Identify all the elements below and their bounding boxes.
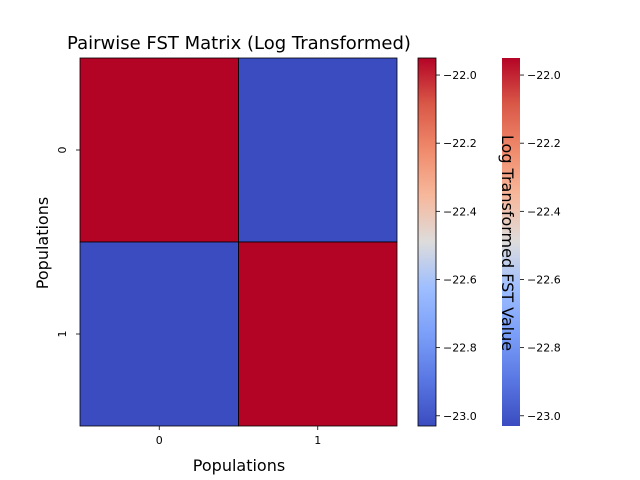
y-axis-label: Populations bbox=[33, 197, 52, 289]
y-axis-ticks: 01 bbox=[56, 147, 80, 338]
colorbar-tick-label: −22.0 bbox=[527, 69, 561, 82]
y-tick-label: 0 bbox=[56, 147, 69, 154]
colorbar-tick-label: −22.8 bbox=[527, 342, 561, 355]
heatmap-cell bbox=[79, 57, 239, 243]
colorbar-tick-label: −22.8 bbox=[443, 342, 477, 355]
x-axis-label: Populations bbox=[193, 456, 285, 475]
colorbar-tick-label: −23.0 bbox=[527, 410, 561, 423]
colorbar-inner: −22.0 −22.2 −22.4 −22.6 −22.8 −23.0 bbox=[417, 57, 477, 427]
colorbar-tick-label: −22.2 bbox=[443, 137, 477, 150]
colorbar-tick-label: −22.0 bbox=[443, 69, 477, 82]
colorbar-outer: −22.0 −22.2 −22.4 −22.6 −22.8 −23.0 bbox=[502, 58, 561, 426]
colorbar-tick-label: −22.2 bbox=[527, 137, 561, 150]
colorbar-tick-label: −23.0 bbox=[443, 410, 477, 423]
colorbar-gradient bbox=[417, 57, 437, 427]
colorbar-tick-label: −22.6 bbox=[527, 273, 561, 286]
heatmap-cell bbox=[238, 57, 398, 243]
x-tick-label: 0 bbox=[156, 434, 163, 447]
x-tick-label: 1 bbox=[314, 434, 321, 447]
chart-title: Pairwise FST Matrix (Log Transformed) bbox=[67, 33, 411, 54]
colorbar-tick-label: −22.6 bbox=[443, 273, 477, 286]
colorbar-label: Log Transformed FST Value bbox=[498, 135, 517, 351]
heatmap-cell bbox=[238, 241, 398, 427]
heatmap-cell bbox=[79, 241, 239, 427]
y-tick-label: 1 bbox=[56, 331, 69, 338]
heatmap-cells bbox=[79, 57, 398, 427]
colorbar-tick-label: −22.4 bbox=[443, 205, 477, 218]
colorbar-tick-label: −22.4 bbox=[527, 205, 561, 218]
colorbar-gradient bbox=[502, 58, 520, 426]
